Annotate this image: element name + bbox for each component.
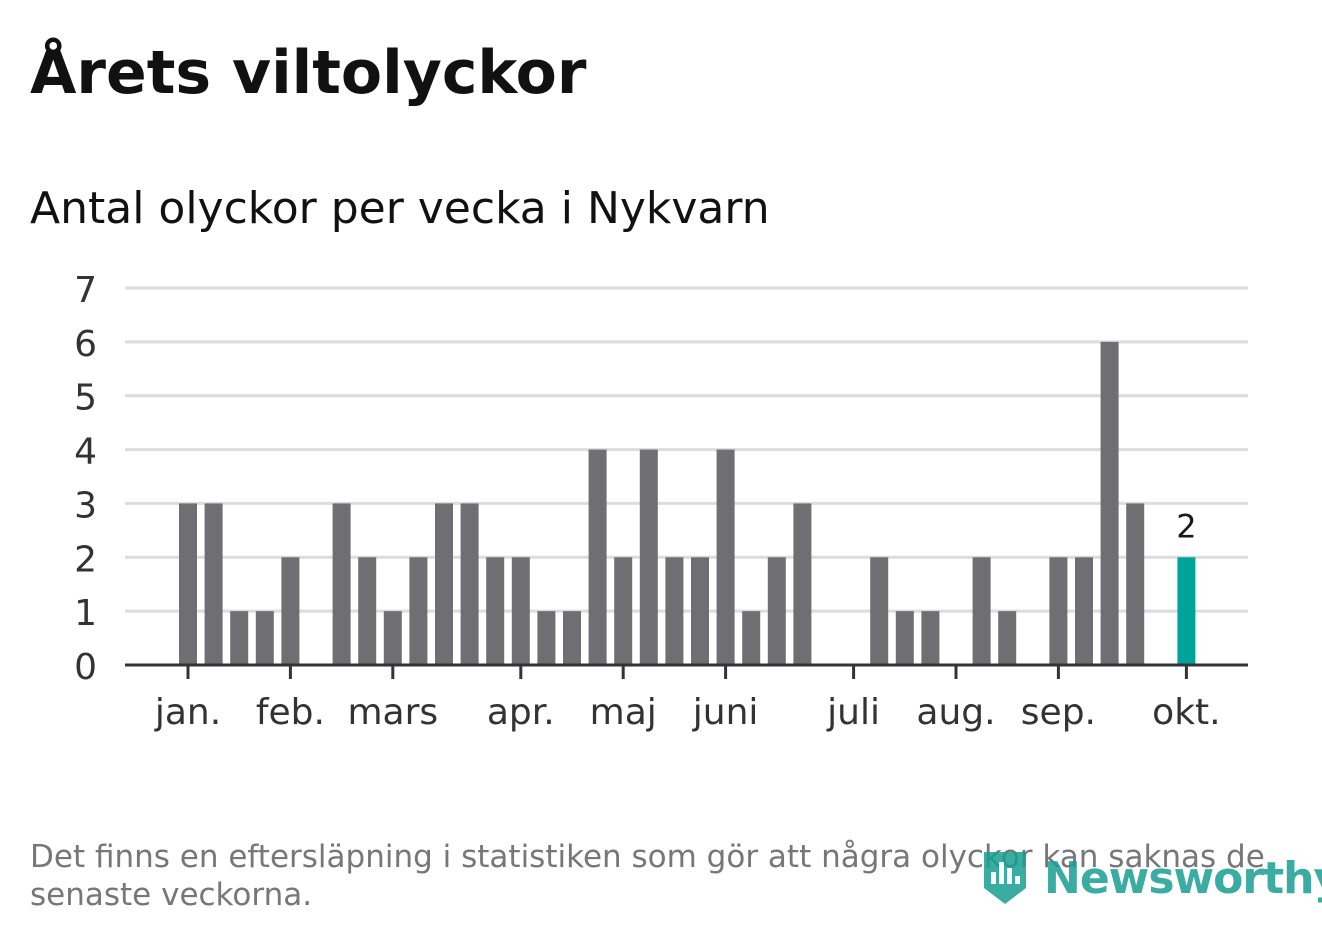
bar bbox=[665, 557, 684, 665]
highlight-bar bbox=[1177, 557, 1196, 665]
x-tick-label: juli bbox=[826, 692, 880, 733]
bar bbox=[358, 557, 377, 665]
bar bbox=[179, 503, 197, 665]
bar bbox=[486, 557, 505, 665]
newsworthy-logo-icon bbox=[984, 852, 1026, 904]
bar bbox=[614, 557, 633, 665]
x-tick-label: mars bbox=[347, 692, 438, 733]
bar bbox=[895, 611, 914, 665]
x-tick-label: juni bbox=[692, 692, 759, 733]
bar bbox=[435, 503, 453, 665]
y-tick-label: 2 bbox=[74, 539, 97, 580]
bar bbox=[230, 611, 249, 665]
bar bbox=[255, 611, 274, 665]
bar bbox=[870, 557, 889, 665]
y-tick-label: 3 bbox=[74, 485, 97, 526]
chart-title: Årets viltolyckor bbox=[30, 38, 587, 108]
x-tick-label: maj bbox=[590, 692, 657, 733]
y-tick-label: 7 bbox=[74, 270, 97, 311]
bar bbox=[921, 611, 940, 665]
x-tick-label: okt. bbox=[1152, 692, 1220, 733]
x-tick-label: sep. bbox=[1021, 692, 1096, 733]
bar bbox=[1075, 557, 1093, 665]
bar bbox=[537, 611, 556, 665]
bar bbox=[281, 557, 300, 665]
bar bbox=[204, 503, 223, 665]
y-tick-label: 5 bbox=[74, 378, 97, 419]
chart-subtitle: Antal olyckor per vecka i Nykvarn bbox=[30, 183, 770, 234]
brand-name: Newsworthy bbox=[1044, 852, 1322, 904]
bar bbox=[383, 611, 402, 665]
y-tick-label: 1 bbox=[74, 593, 97, 634]
bar bbox=[742, 611, 761, 665]
bar bbox=[716, 449, 735, 665]
data-label: 2 bbox=[1176, 507, 1196, 545]
footnote: Det finns en eftersläpning i statistiken… bbox=[30, 839, 1265, 913]
x-tick-label: jan. bbox=[154, 692, 221, 733]
bar bbox=[409, 557, 428, 665]
bar bbox=[588, 449, 607, 665]
y-tick-label: 0 bbox=[74, 647, 97, 688]
x-tick-label: apr. bbox=[487, 692, 555, 733]
bar bbox=[767, 557, 786, 665]
bar bbox=[1100, 341, 1119, 665]
bar bbox=[691, 557, 709, 665]
bar bbox=[639, 449, 658, 665]
bar bbox=[563, 611, 581, 665]
x-tick-label: feb. bbox=[256, 692, 325, 733]
bar bbox=[460, 503, 479, 665]
y-tick-label: 4 bbox=[74, 432, 97, 473]
x-tick-label: aug. bbox=[916, 692, 995, 733]
bar bbox=[1126, 503, 1145, 665]
bar bbox=[998, 611, 1017, 665]
bar bbox=[332, 503, 351, 665]
brand-logo: Newsworthy bbox=[980, 848, 1322, 908]
y-tick-label: 6 bbox=[74, 324, 97, 365]
bar bbox=[972, 557, 991, 665]
bar bbox=[1049, 557, 1068, 665]
bar bbox=[793, 503, 812, 665]
bar bbox=[511, 557, 530, 665]
